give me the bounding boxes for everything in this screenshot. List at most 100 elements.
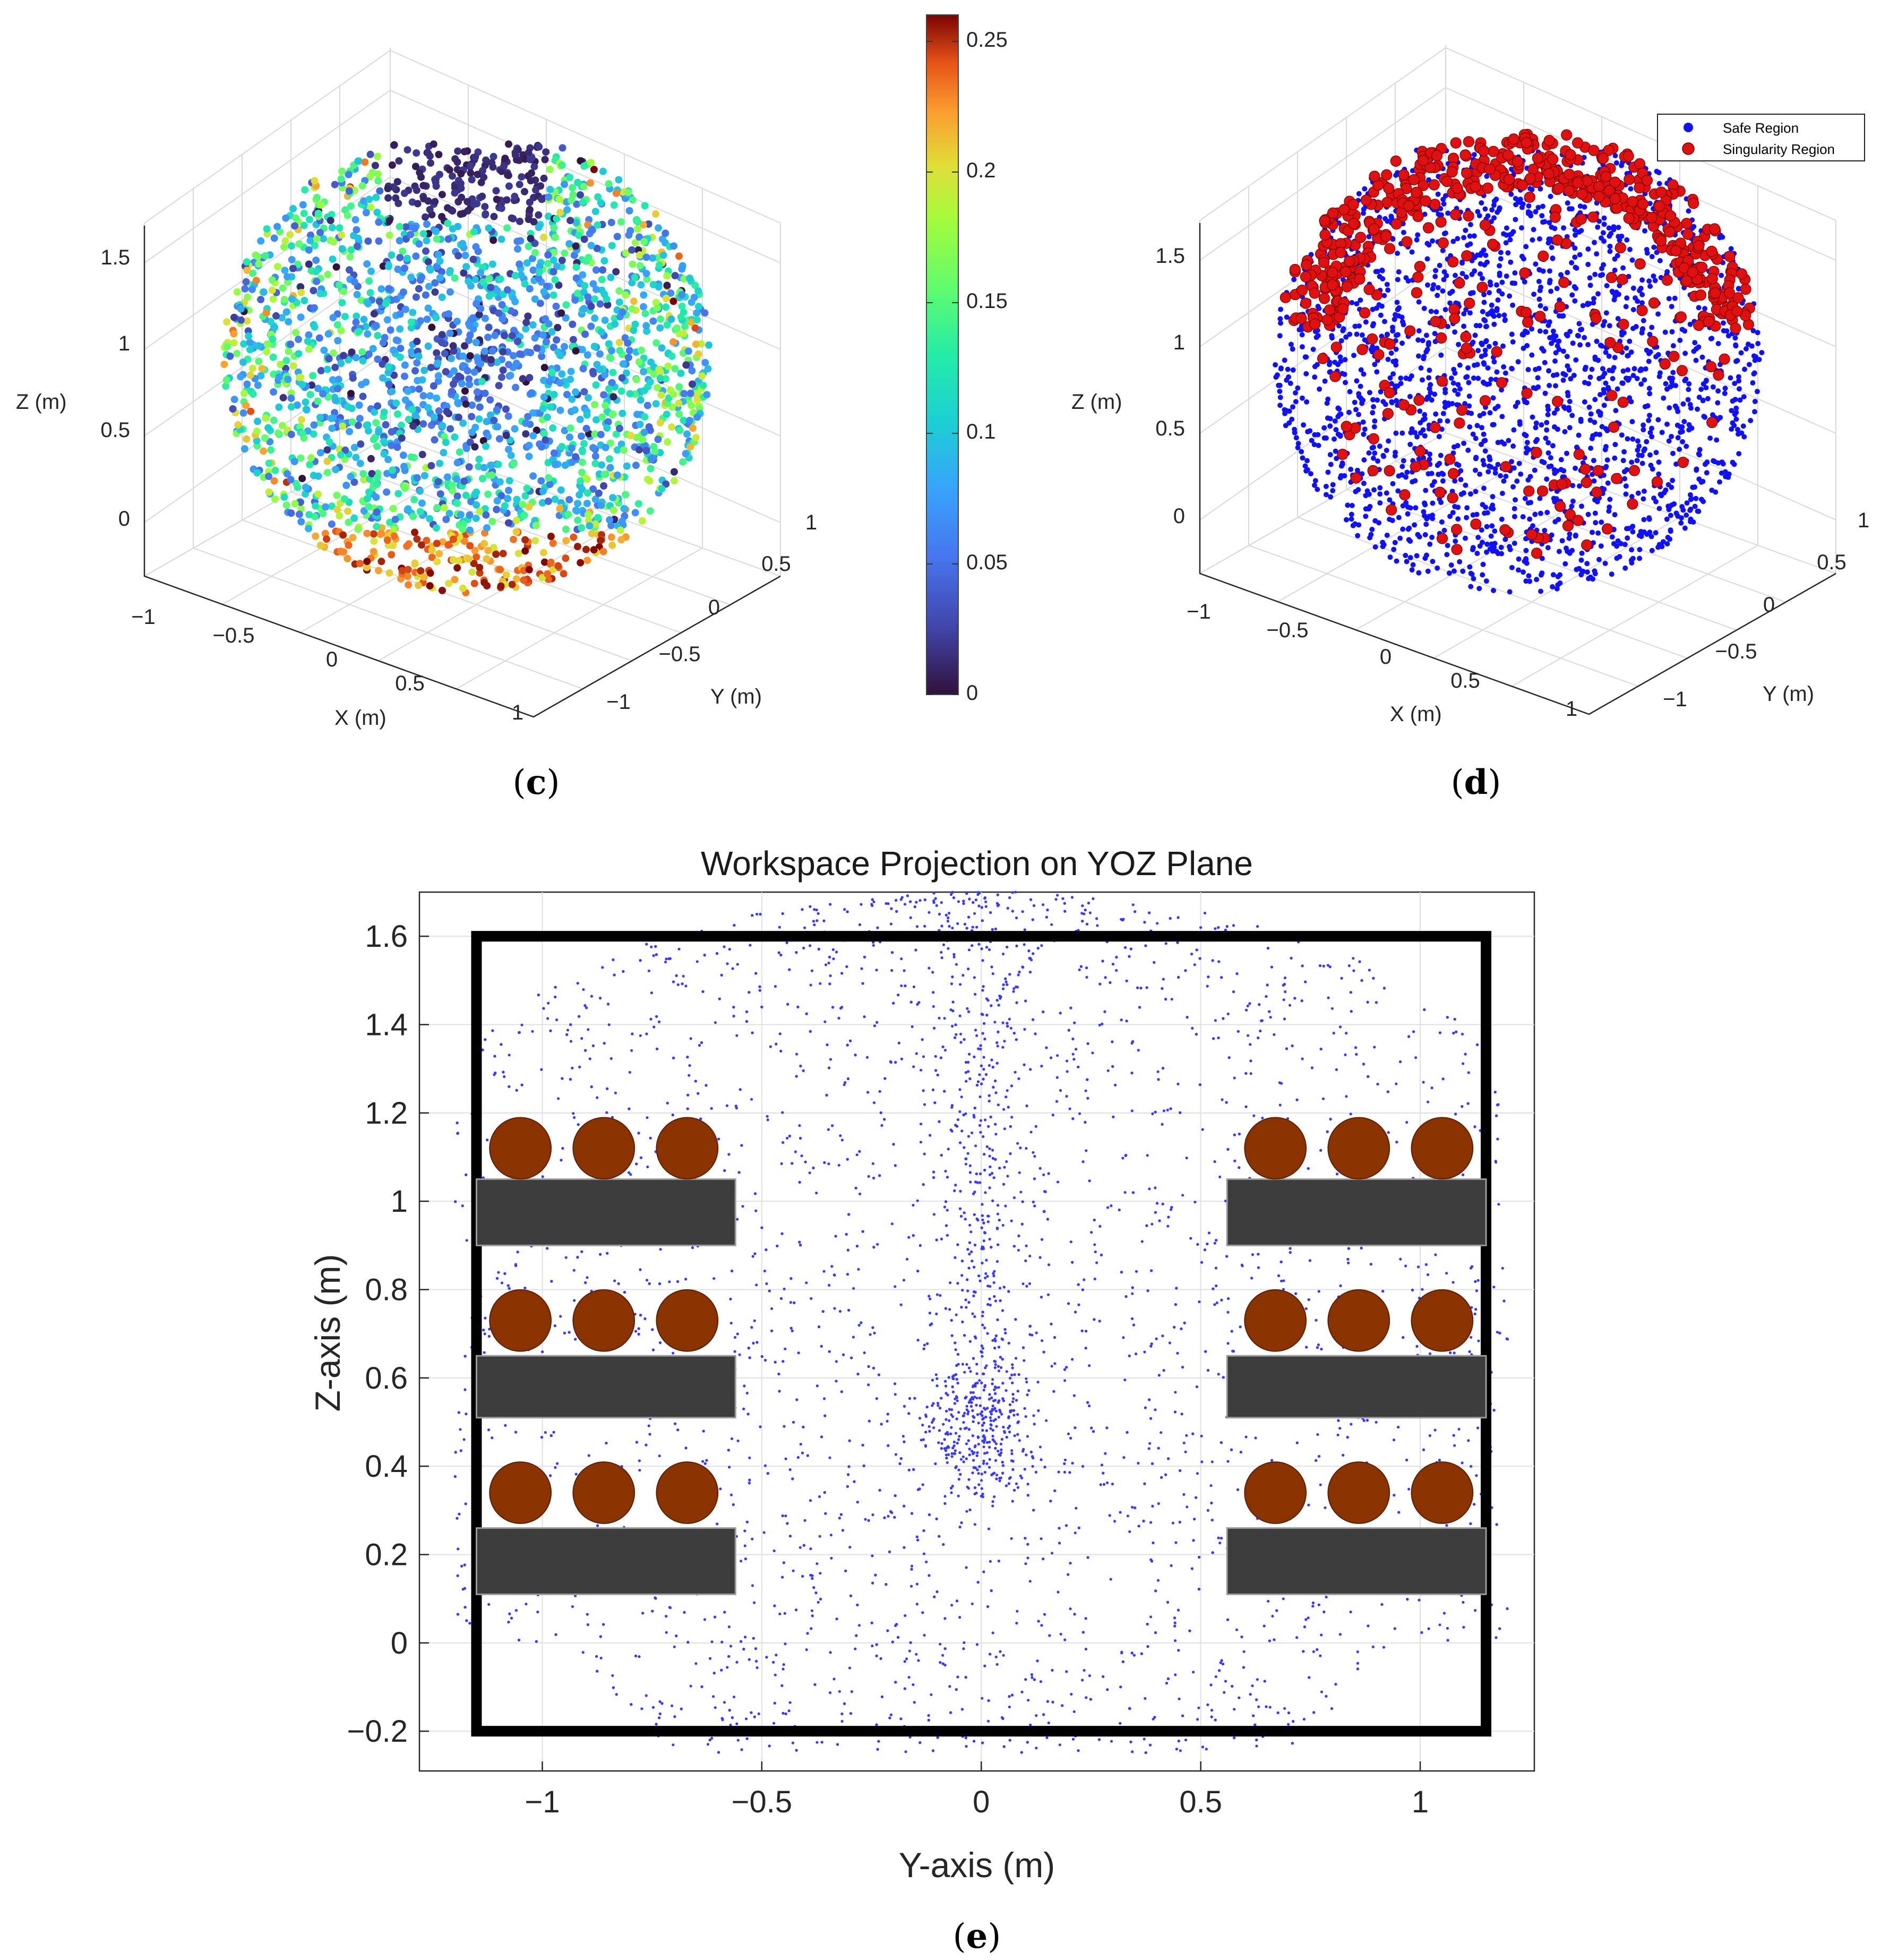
point — [426, 515, 434, 523]
point — [463, 367, 471, 375]
point — [416, 487, 424, 495]
point — [1358, 383, 1363, 389]
point — [385, 381, 393, 389]
point — [1337, 475, 1343, 481]
point — [1533, 261, 1539, 267]
point — [427, 462, 435, 469]
point — [605, 385, 613, 393]
point — [583, 475, 591, 483]
point — [469, 255, 477, 263]
point — [1474, 423, 1480, 429]
point — [297, 498, 304, 506]
point — [544, 260, 552, 268]
point — [440, 504, 448, 512]
point — [538, 195, 546, 203]
point — [1696, 305, 1702, 311]
point — [625, 207, 633, 215]
point — [574, 516, 582, 524]
point — [693, 309, 701, 317]
point — [583, 500, 591, 508]
point — [605, 180, 613, 188]
point — [248, 286, 256, 293]
point — [1372, 518, 1378, 524]
point — [633, 433, 641, 441]
point — [301, 186, 309, 194]
point — [1371, 321, 1377, 327]
point — [495, 435, 503, 443]
point — [548, 369, 556, 376]
point — [598, 413, 606, 421]
point — [1638, 366, 1644, 372]
point — [549, 344, 557, 352]
point — [1339, 266, 1352, 278]
point — [639, 436, 647, 444]
point — [1396, 515, 1402, 520]
point — [503, 224, 511, 232]
point — [1445, 418, 1450, 424]
point — [1467, 241, 1473, 247]
point — [337, 547, 345, 555]
point — [527, 235, 535, 243]
point — [1653, 354, 1659, 360]
point — [230, 313, 238, 321]
point — [1435, 565, 1440, 571]
point — [1440, 196, 1446, 202]
point — [705, 341, 713, 349]
point — [579, 271, 587, 279]
point — [1630, 326, 1636, 331]
point — [1459, 271, 1465, 277]
point — [423, 536, 431, 544]
point — [1375, 397, 1380, 403]
point — [316, 414, 324, 422]
point — [675, 383, 683, 391]
point — [359, 357, 367, 365]
point — [1428, 382, 1433, 388]
point — [1566, 367, 1572, 373]
point — [1483, 578, 1489, 584]
point — [568, 444, 576, 452]
point — [1634, 375, 1640, 381]
point — [454, 399, 462, 407]
point — [1414, 237, 1420, 243]
point — [1483, 338, 1489, 344]
point — [1289, 416, 1295, 422]
point — [642, 253, 650, 261]
point — [673, 324, 681, 332]
point — [372, 193, 380, 201]
point — [267, 446, 275, 454]
point — [563, 391, 571, 398]
point — [351, 216, 359, 224]
point — [1416, 353, 1421, 359]
point — [1600, 322, 1606, 328]
point — [1722, 386, 1728, 391]
point — [524, 312, 532, 320]
point — [1647, 452, 1653, 458]
point — [1695, 289, 1707, 301]
point — [1510, 339, 1516, 345]
point — [469, 325, 477, 333]
point — [1634, 158, 1646, 170]
point — [541, 156, 549, 164]
point — [459, 352, 467, 360]
point — [1492, 528, 1498, 534]
point — [1595, 530, 1601, 536]
point — [1374, 369, 1380, 375]
point — [387, 326, 394, 334]
point — [1653, 499, 1659, 504]
point — [1492, 466, 1498, 472]
point — [454, 198, 462, 206]
point — [373, 474, 381, 482]
point — [1664, 541, 1670, 547]
point — [295, 336, 302, 344]
point — [583, 411, 591, 419]
point — [1481, 462, 1487, 467]
point — [640, 238, 648, 245]
point — [426, 266, 434, 274]
point — [494, 460, 502, 468]
point — [453, 459, 461, 467]
point — [535, 211, 543, 219]
point — [243, 258, 251, 266]
point — [1603, 380, 1609, 386]
point — [1584, 561, 1590, 567]
point — [1573, 465, 1578, 471]
